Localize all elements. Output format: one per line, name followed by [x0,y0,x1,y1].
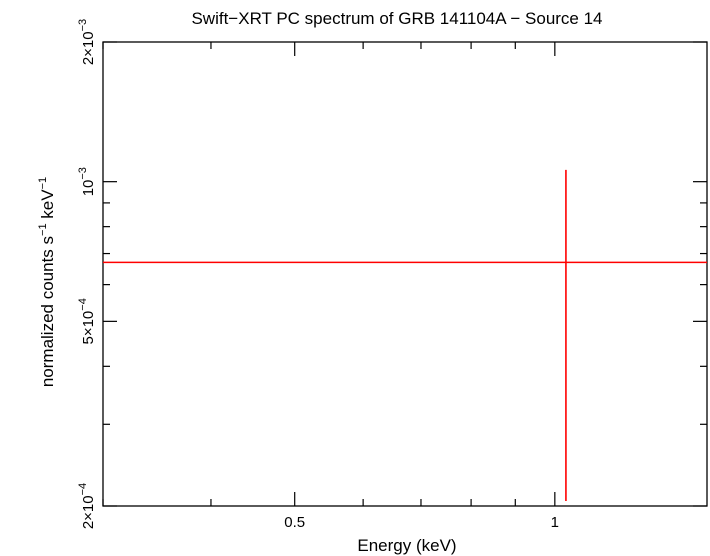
y-axis-label: normalized counts s−1 keV−1 [37,177,57,387]
chart-title: Swift−XRT PC spectrum of GRB 141104A − S… [191,9,602,28]
x-major-ticks [294,42,556,506]
x-axis-label: Energy (keV) [357,536,456,555]
y-tick-labels: 2×10−4 5×10−4 10−3 2×10−3 [77,19,97,529]
y-minor-ticks [103,202,707,425]
x-tick-label: 0.5 [284,514,305,531]
y-tick-label: 10−3 [77,167,97,196]
y-tick-label: 5×10−4 [77,298,97,344]
x-tick-labels: 0.5 1 [284,514,559,531]
y-tick-label: 2×10−3 [77,19,97,65]
data-layer [103,169,707,502]
y-tick-label: 2×10−4 [77,483,97,529]
x-minor-ticks [102,42,516,506]
y-major-ticks [103,41,707,507]
x-tick-label: 1 [551,514,559,531]
plot-frame [102,41,708,507]
